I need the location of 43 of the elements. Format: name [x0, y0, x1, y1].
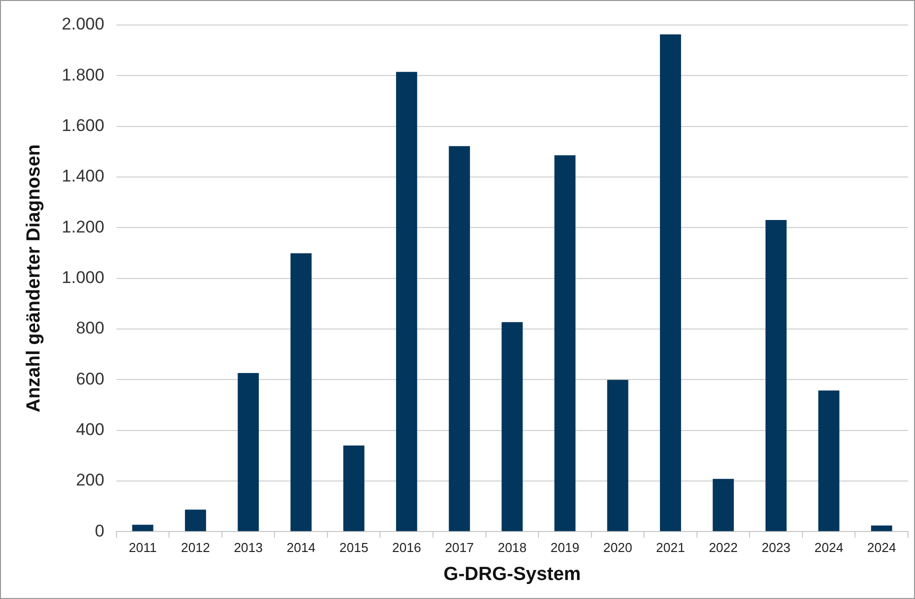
bar — [766, 220, 787, 532]
y-tick-label: 400 — [76, 420, 104, 439]
x-tick-label: 2019 — [550, 540, 580, 555]
x-tick-label: 2017 — [444, 540, 474, 555]
x-tick-label: 2021 — [656, 540, 685, 555]
x-tick-label: 2012 — [181, 540, 210, 555]
y-tick-label: 200 — [76, 470, 104, 490]
bar — [343, 445, 364, 532]
y-tick-label: 600 — [76, 369, 104, 388]
x-tick-label: 2024 — [814, 540, 844, 555]
bar — [818, 390, 840, 532]
x-axis-title: G-DRG-System — [444, 564, 581, 585]
y-tick-label: 1.800 — [62, 65, 104, 84]
bar — [660, 34, 682, 532]
x-tick-label: 2013 — [234, 540, 263, 555]
bar — [396, 72, 418, 532]
x-tick-label: 2024 — [867, 540, 896, 555]
x-tick-label: 2014 — [286, 540, 316, 555]
x-tick-label: 2011 — [128, 540, 157, 555]
y-tick-label: 0 — [94, 521, 104, 540]
x-tick-label: 2023 — [762, 540, 791, 555]
bar — [238, 373, 259, 532]
y-tick-label: 1.600 — [62, 116, 104, 136]
bar — [184, 510, 206, 532]
x-tick-label: 2020 — [603, 540, 632, 555]
bar — [448, 146, 470, 532]
x-tick-label: 2018 — [498, 540, 527, 555]
bar — [712, 478, 734, 532]
x-tick-label: 2015 — [339, 540, 368, 555]
y-tick-label: 2.000 — [62, 14, 104, 34]
bar — [871, 526, 892, 532]
bar — [502, 322, 523, 532]
x-tick-label: 2016 — [392, 540, 422, 555]
y-tick-label: 1.000 — [62, 268, 104, 287]
bar — [607, 380, 628, 532]
y-axis-title: Anzahl geänderter Diagnosen — [24, 144, 45, 412]
y-tick-label: 1.200 — [62, 217, 104, 236]
bar — [132, 524, 154, 532]
y-tick-label: 800 — [76, 318, 104, 338]
bar — [554, 155, 576, 532]
bar — [290, 253, 312, 532]
x-tick-label: 2022 — [708, 540, 738, 555]
y-tick-label: 1.400 — [62, 166, 104, 186]
